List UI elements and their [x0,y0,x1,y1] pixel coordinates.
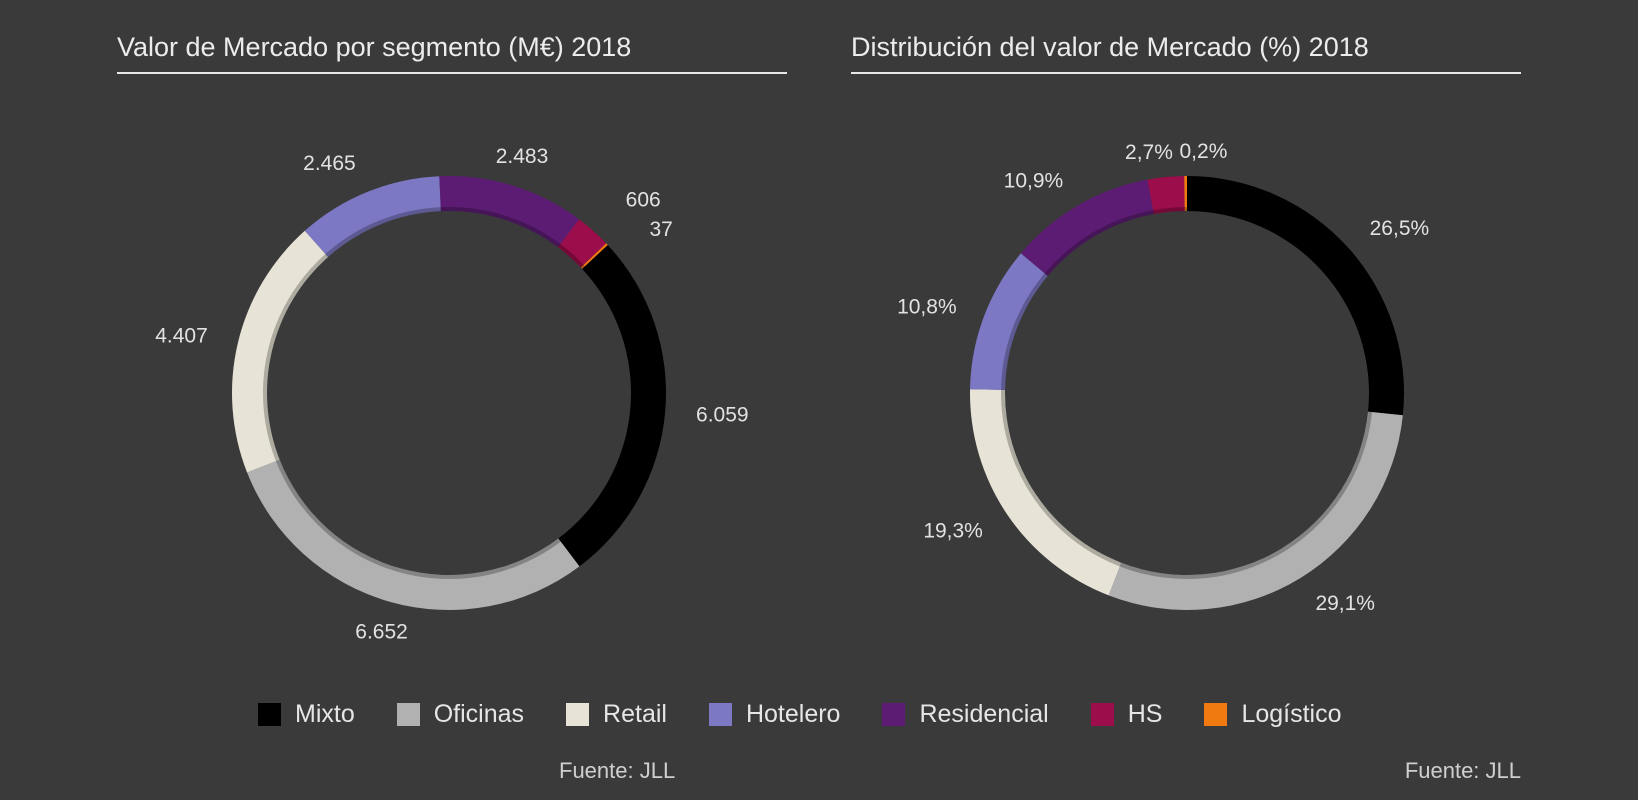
source-note-left: Fuente: JLL [559,758,676,783]
legend-swatch-residencial [882,703,906,726]
source-note-right: Fuente: JLL [1404,758,1521,783]
data-label-hs: 606 [626,189,661,212]
chart-title-market-value: Valor de Mercado por segmento (M€) 2018 [117,32,632,62]
legend-label-hotelero: Hotelero [745,700,841,728]
legend-swatch-hotelero [708,703,732,726]
donut-slice-residencial [1020,179,1154,276]
donut-slice-logistico [1184,176,1187,212]
donut-slice-hotelero [970,253,1048,390]
donut-slice-hs [558,219,607,268]
legend-label-oficinas: Oficinas [433,700,525,728]
chart-title-distribution: Distribución del valor de Mercado (%) 20… [851,32,1369,62]
data-label-logistico: 37 [650,218,673,241]
legend-label-logistico: Logístico [1241,700,1342,728]
data-label-retail: 4.407 [155,324,208,347]
data-label-hs: 2,7% [1125,141,1173,164]
legend-label-residencial: Residencial [919,700,1049,728]
data-label-oficinas: 6.652 [355,621,408,644]
legend-item-hotelero: Hotelero [708,700,841,729]
legend-swatch-logistico [1204,703,1228,726]
data-label-oficinas: 29,1% [1315,592,1375,615]
legend-label-hs: HS [1127,700,1163,728]
donut-slice-mixto [558,245,666,567]
data-label-residencial: 2.483 [496,145,549,168]
data-label-hotelero: 10,8% [897,296,957,319]
legend-label-retail: Retail [603,700,667,728]
legend-label-mixto: Mixto [295,700,355,728]
donut-slice-retail [232,230,329,473]
legend-swatch-oficinas [396,703,420,726]
donut-slice-mixto [1187,176,1405,416]
data-label-hotelero: 2.465 [303,152,356,175]
data-label-mixto: 6.059 [696,404,749,427]
title-underline-right [851,72,1521,74]
legend-item-hs: HS [1090,700,1163,729]
legend-item-mixto: Mixto [258,700,355,729]
data-label-residencial: 10,9% [1004,169,1064,192]
legend-item-logistico: Logístico [1204,700,1342,729]
legend-item-residencial: Residencial [882,700,1049,729]
title-underline-left [117,72,787,74]
data-label-logistico: 0,2% [1180,140,1228,163]
donut-slice-oficinas [1108,411,1403,610]
chart-legend: Mixto Oficinas Retail Hotelero Residenci… [258,700,1342,729]
data-label-retail: 19,3% [923,519,983,542]
donut-chart-market-value: 6.059 6.652 4.407 2.465 2.483 606 37 [155,145,749,644]
data-label-mixto: 26,5% [1370,217,1430,240]
donut-slice-hs [1147,176,1185,215]
donut-chart-distribution: 26,5% 29,1% 19,3% 10,8% 10,9% 2,7% 0,2% [897,140,1430,615]
donut-slice-retail [970,389,1122,596]
legend-swatch-retail [566,703,590,726]
legend-item-retail: Retail [566,700,667,729]
legend-swatch-mixto [258,703,281,726]
legend-item-oficinas: Oficinas [396,700,525,729]
donut-slice-oficinas [247,459,580,610]
donut-slice-residencial [439,176,580,248]
donut-inner-shadow [1001,207,1373,579]
donut-inner-shadow [263,207,635,579]
donut-slice-logistico [580,243,608,269]
donut-slice-hotelero [304,176,441,257]
legend-swatch-hs [1090,703,1114,726]
